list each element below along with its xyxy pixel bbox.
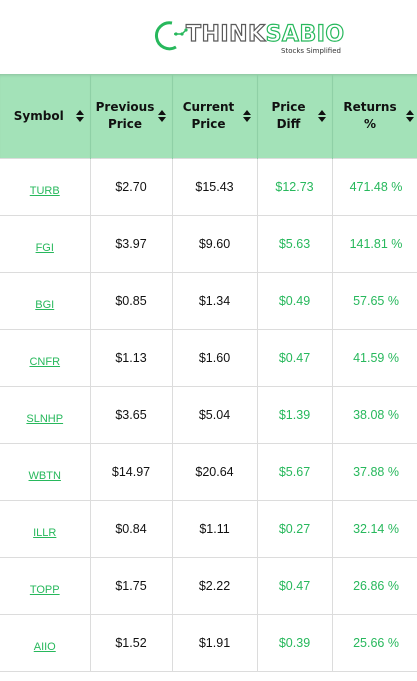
previous-price-cell: $14.97 <box>90 443 173 501</box>
table-row: ILLR $0.84 $1.11 $0.27 32.14 % <box>0 500 417 558</box>
price-diff-cell: $0.27 <box>257 500 333 558</box>
returns-cell: 41.59 % <box>332 329 417 387</box>
symbol-cell: WBTN <box>0 443 91 501</box>
previous-price-cell: $0.84 <box>90 500 173 558</box>
previous-price-cell: $2.70 <box>90 158 173 216</box>
price-diff-cell: $5.67 <box>257 443 333 501</box>
current-price-cell: $5.04 <box>172 386 258 444</box>
previous-price-cell: $3.97 <box>90 215 173 273</box>
current-price-cell: $1.91 <box>172 614 258 672</box>
previous-price-cell: $1.13 <box>90 329 173 387</box>
column-header-price-diff[interactable]: Price Diff <box>257 74 333 159</box>
table-row: WBTN $14.97 $20.64 $5.67 37.88 % <box>0 443 417 501</box>
price-diff-cell: $0.47 <box>257 329 333 387</box>
sort-icon <box>317 110 326 122</box>
returns-cell: 57.65 % <box>332 272 417 330</box>
returns-cell: 26.86 % <box>332 557 417 615</box>
returns-cell: 32.14 % <box>332 500 417 558</box>
returns-cell: 141.81 % <box>332 215 417 273</box>
gainers-table: Symbol Previous Price Current Price Pric… <box>0 74 417 672</box>
current-price-cell: $1.34 <box>172 272 258 330</box>
column-header-previous-price[interactable]: Previous Price <box>90 74 173 159</box>
current-price-cell: $1.60 <box>172 329 258 387</box>
symbol-link[interactable]: TOPP <box>29 584 60 596</box>
sort-icon <box>405 110 414 122</box>
returns-cell: 38.08 % <box>332 386 417 444</box>
site-header: THINKSABIO Stocks Simplified <box>0 0 417 74</box>
symbol-cell: AIIO <box>0 614 91 672</box>
current-price-cell: $20.64 <box>172 443 258 501</box>
table-row: CNFR $1.13 $1.60 $0.47 41.59 % <box>0 329 417 387</box>
symbol-cell: TURB <box>0 158 91 216</box>
table-row: TURB $2.70 $15.43 $12.73 471.48 % <box>0 158 417 216</box>
logo-head-icon <box>154 21 188 51</box>
price-diff-cell: $0.39 <box>257 614 333 672</box>
symbol-link[interactable]: WBTN <box>28 470 61 482</box>
table-header-row: Symbol Previous Price Current Price Pric… <box>0 74 417 159</box>
sort-icon <box>75 110 84 122</box>
previous-price-cell: $0.85 <box>90 272 173 330</box>
table-row: AIIO $1.52 $1.91 $0.39 25.66 % <box>0 614 417 672</box>
symbol-cell: CNFR <box>0 329 91 387</box>
column-header-current-price[interactable]: Current Price <box>172 74 258 159</box>
column-header-symbol[interactable]: Symbol <box>0 74 91 159</box>
symbol-link[interactable]: SLNHP <box>26 413 64 425</box>
current-price-cell: $2.22 <box>172 557 258 615</box>
returns-cell: 25.66 % <box>332 614 417 672</box>
current-price-cell: $1.11 <box>172 500 258 558</box>
previous-price-cell: $1.75 <box>90 557 173 615</box>
table-row: BGI $0.85 $1.34 $0.49 57.65 % <box>0 272 417 330</box>
price-diff-cell: $0.47 <box>257 557 333 615</box>
current-price-cell: $9.60 <box>172 215 258 273</box>
symbol-cell: SLNHP <box>0 386 91 444</box>
returns-cell: 37.88 % <box>332 443 417 501</box>
symbol-link[interactable]: BGI <box>35 299 55 311</box>
current-price-cell: $15.43 <box>172 158 258 216</box>
logo-tagline: Stocks Simplified <box>281 47 341 55</box>
gainers-table-container[interactable]: Symbol Previous Price Current Price Pric… <box>0 74 417 681</box>
sort-icon <box>158 110 167 122</box>
price-diff-cell: $5.63 <box>257 215 333 273</box>
previous-price-cell: $1.52 <box>90 614 173 672</box>
table-row: SLNHP $3.65 $5.04 $1.39 38.08 % <box>0 386 417 444</box>
symbol-link[interactable]: AIIO <box>33 641 56 653</box>
logo-wordmark: THINKSABIO <box>185 22 345 47</box>
symbol-link[interactable]: TURB <box>29 185 60 197</box>
logo[interactable]: THINKSABIO Stocks Simplified <box>152 18 357 62</box>
table-row: TOPP $1.75 $2.22 $0.47 26.86 % <box>0 557 417 615</box>
symbol-link[interactable]: CNFR <box>29 356 61 368</box>
symbol-link[interactable]: ILLR <box>33 527 57 539</box>
returns-cell: 471.48 % <box>332 158 417 216</box>
price-diff-cell: $0.49 <box>257 272 333 330</box>
symbol-cell: FGI <box>0 215 91 273</box>
previous-price-cell: $3.65 <box>90 386 173 444</box>
symbol-cell: TOPP <box>0 557 91 615</box>
symbol-cell: BGI <box>0 272 91 330</box>
sort-icon <box>242 110 251 122</box>
price-diff-cell: $12.73 <box>257 158 333 216</box>
price-diff-cell: $1.39 <box>257 386 333 444</box>
table-row: FGI $3.97 $9.60 $5.63 141.81 % <box>0 215 417 273</box>
column-header-returns[interactable]: Returns % <box>332 74 417 159</box>
symbol-cell: ILLR <box>0 500 91 558</box>
symbol-link[interactable]: FGI <box>35 242 54 254</box>
